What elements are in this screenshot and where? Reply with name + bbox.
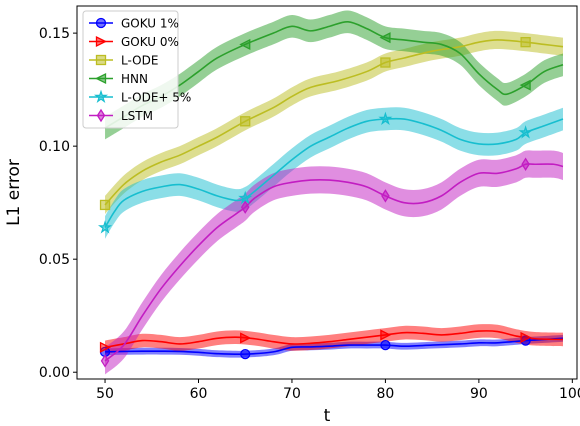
y-tick-label: 0.00 [39, 365, 70, 381]
legend-label-lstm: LSTM [121, 109, 153, 123]
y-tick-label: 0.15 [39, 26, 70, 42]
point-goku-0 [99, 341, 111, 353]
x-tick-label: 60 [190, 386, 208, 402]
point-l-ode [240, 116, 251, 127]
band-goku-0 [105, 324, 563, 355]
point-lstm [381, 189, 390, 203]
x-tick-label: 80 [376, 386, 394, 402]
point-l-ode-5 [238, 190, 253, 205]
line-goku-0 [104, 330, 563, 349]
legend-marker-goku-1 [95, 17, 107, 29]
x-tick-label: 50 [96, 386, 114, 402]
line-l-ode-5 [104, 117, 564, 228]
legend-marker-l-ode-5 [93, 89, 109, 103]
legend-marker-hnn [95, 72, 107, 85]
legend-marker-lstm [96, 108, 106, 123]
legend-label-goku-1: GOKU 1% [121, 17, 179, 31]
point-lstm [521, 157, 530, 171]
legend-box [82, 10, 179, 129]
point-l-ode [99, 199, 111, 211]
legend: GOKU 1% GOKU 0% L-ODE HNN L-ODE+ 5% LSTM [82, 10, 191, 129]
band-lstm [105, 150, 563, 375]
legend-label-hnn: HNN [121, 72, 148, 86]
x-tick-label: 100 [559, 386, 580, 402]
point-lstm [240, 200, 250, 214]
point-l-ode [380, 57, 391, 68]
point-l-ode-5 [98, 220, 113, 234]
point-hnn [239, 38, 251, 50]
y-axis-label: L1 error [4, 159, 24, 226]
legend-label-l-ode: L-ODE [121, 54, 158, 68]
line-l-ode [104, 39, 564, 206]
series-lines [104, 21, 564, 362]
x-axis-ticks: 50 60 70 80 90 100 [96, 379, 580, 402]
point-hnn [519, 79, 531, 91]
y-axis-ticks: 0.00 0.05 0.10 0.15 [39, 26, 77, 381]
point-goku-1 [240, 348, 251, 360]
line-lstm [104, 163, 564, 362]
legend-marker-goku-0 [95, 35, 107, 48]
x-tick-label: 90 [470, 386, 488, 402]
point-goku-0 [380, 329, 392, 341]
series-markers [98, 32, 533, 368]
point-l-ode [520, 37, 531, 48]
band-hnn [105, 10, 563, 140]
legend-label-l-ode-5: L-ODE+ 5% [121, 91, 191, 105]
legend-label-goku-0: GOKU 0% [121, 35, 179, 49]
x-axis-label: t [324, 406, 331, 426]
legend-marker-l-ode [95, 54, 107, 66]
point-goku-1 [380, 339, 391, 351]
line-hnn [104, 21, 564, 129]
line-goku-1 [105, 337, 564, 356]
band-l-ode-5 [105, 107, 563, 239]
y-tick-label: 0.05 [39, 252, 70, 268]
point-goku-0 [240, 332, 252, 344]
point-l-ode-5 [518, 125, 533, 139]
band-l-ode [105, 30, 563, 214]
x-tick-label: 70 [283, 386, 301, 402]
y-tick-label: 0.10 [39, 139, 70, 155]
plot-frame [76, 5, 578, 380]
point-hnn [379, 32, 391, 44]
point-lstm [100, 354, 110, 368]
point-goku-0 [520, 331, 532, 343]
point-l-ode-5 [378, 111, 393, 126]
